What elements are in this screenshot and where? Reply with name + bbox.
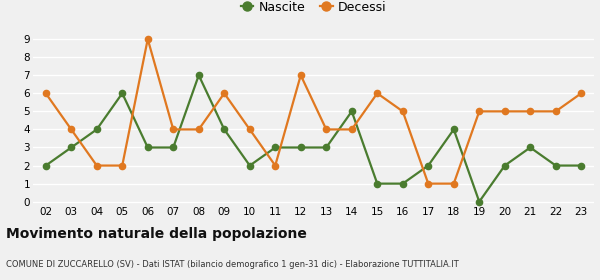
- Decessi: [93, 164, 100, 167]
- Nascite: [119, 92, 126, 95]
- Decessi: [476, 110, 483, 113]
- Decessi: [552, 110, 559, 113]
- Nascite: [425, 164, 432, 167]
- Nascite: [272, 146, 279, 149]
- Nascite: [323, 146, 330, 149]
- Nascite: [450, 128, 457, 131]
- Decessi: [323, 128, 330, 131]
- Decessi: [272, 164, 279, 167]
- Decessi: [527, 110, 534, 113]
- Nascite: [195, 74, 202, 77]
- Nascite: [552, 164, 559, 167]
- Decessi: [119, 164, 126, 167]
- Legend: Nascite, Decessi: Nascite, Decessi: [236, 0, 391, 18]
- Decessi: [399, 110, 406, 113]
- Nascite: [578, 164, 585, 167]
- Nascite: [144, 146, 151, 149]
- Line: Nascite: Nascite: [43, 72, 584, 205]
- Decessi: [450, 182, 457, 185]
- Decessi: [501, 110, 508, 113]
- Decessi: [425, 182, 432, 185]
- Nascite: [42, 164, 49, 167]
- Decessi: [374, 92, 381, 95]
- Decessi: [68, 128, 75, 131]
- Nascite: [246, 164, 253, 167]
- Nascite: [348, 110, 355, 113]
- Decessi: [144, 38, 151, 41]
- Decessi: [246, 128, 253, 131]
- Nascite: [93, 128, 100, 131]
- Decessi: [578, 92, 585, 95]
- Decessi: [170, 128, 177, 131]
- Nascite: [374, 182, 381, 185]
- Nascite: [399, 182, 406, 185]
- Nascite: [297, 146, 304, 149]
- Decessi: [297, 74, 304, 77]
- Nascite: [476, 200, 483, 203]
- Nascite: [527, 146, 534, 149]
- Nascite: [501, 164, 508, 167]
- Decessi: [42, 92, 49, 95]
- Decessi: [221, 92, 228, 95]
- Nascite: [68, 146, 75, 149]
- Text: COMUNE DI ZUCCARELLO (SV) - Dati ISTAT (bilancio demografico 1 gen-31 dic) - Ela: COMUNE DI ZUCCARELLO (SV) - Dati ISTAT (…: [6, 260, 459, 269]
- Decessi: [348, 128, 355, 131]
- Line: Decessi: Decessi: [43, 36, 584, 187]
- Nascite: [221, 128, 228, 131]
- Decessi: [195, 128, 202, 131]
- Nascite: [170, 146, 177, 149]
- Text: Movimento naturale della popolazione: Movimento naturale della popolazione: [6, 227, 307, 241]
